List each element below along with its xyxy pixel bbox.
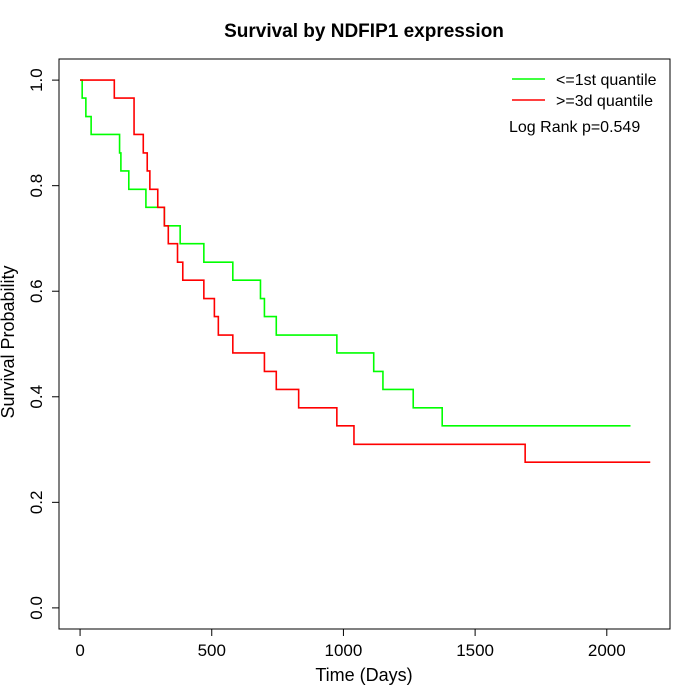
y-tick-label: 1.0 <box>27 68 46 92</box>
y-axis-label: Survival Probability <box>0 265 18 418</box>
x-tick-label: 2000 <box>588 641 626 660</box>
x-tick-label: 500 <box>198 641 226 660</box>
y-tick-label: 0.4 <box>27 385 46 409</box>
legend: <=1st quantile >=3d quantile <box>512 72 657 110</box>
y-tick-label: 0.8 <box>27 174 46 198</box>
series-layer <box>80 79 651 464</box>
series-line-1 <box>80 79 631 427</box>
y-tick-label: 0.2 <box>27 491 46 515</box>
y-tick-label: 0.6 <box>27 279 46 303</box>
plot-frame <box>58 58 671 630</box>
x-tick-label: 1500 <box>456 641 494 660</box>
legend-label-2: >=3d quantile <box>556 93 653 110</box>
legend-label-1: <=1st quantile <box>556 72 657 89</box>
series-line-2 <box>80 79 651 464</box>
chart-title: Survival by NDFIP1 expression <box>224 21 504 42</box>
y-axis: 0.0 0.2 0.4 0.6 0.8 1.0 <box>27 68 60 620</box>
x-tick-label: 1000 <box>325 641 363 660</box>
x-axis-label: Time (Days) <box>315 665 412 685</box>
y-tick-label: 0.0 <box>27 596 46 620</box>
x-axis: 0 500 1000 1500 2000 <box>75 628 626 660</box>
x-tick-label: 0 <box>75 641 84 660</box>
log-rank-annotation: Log Rank p=0.549 <box>509 119 640 136</box>
